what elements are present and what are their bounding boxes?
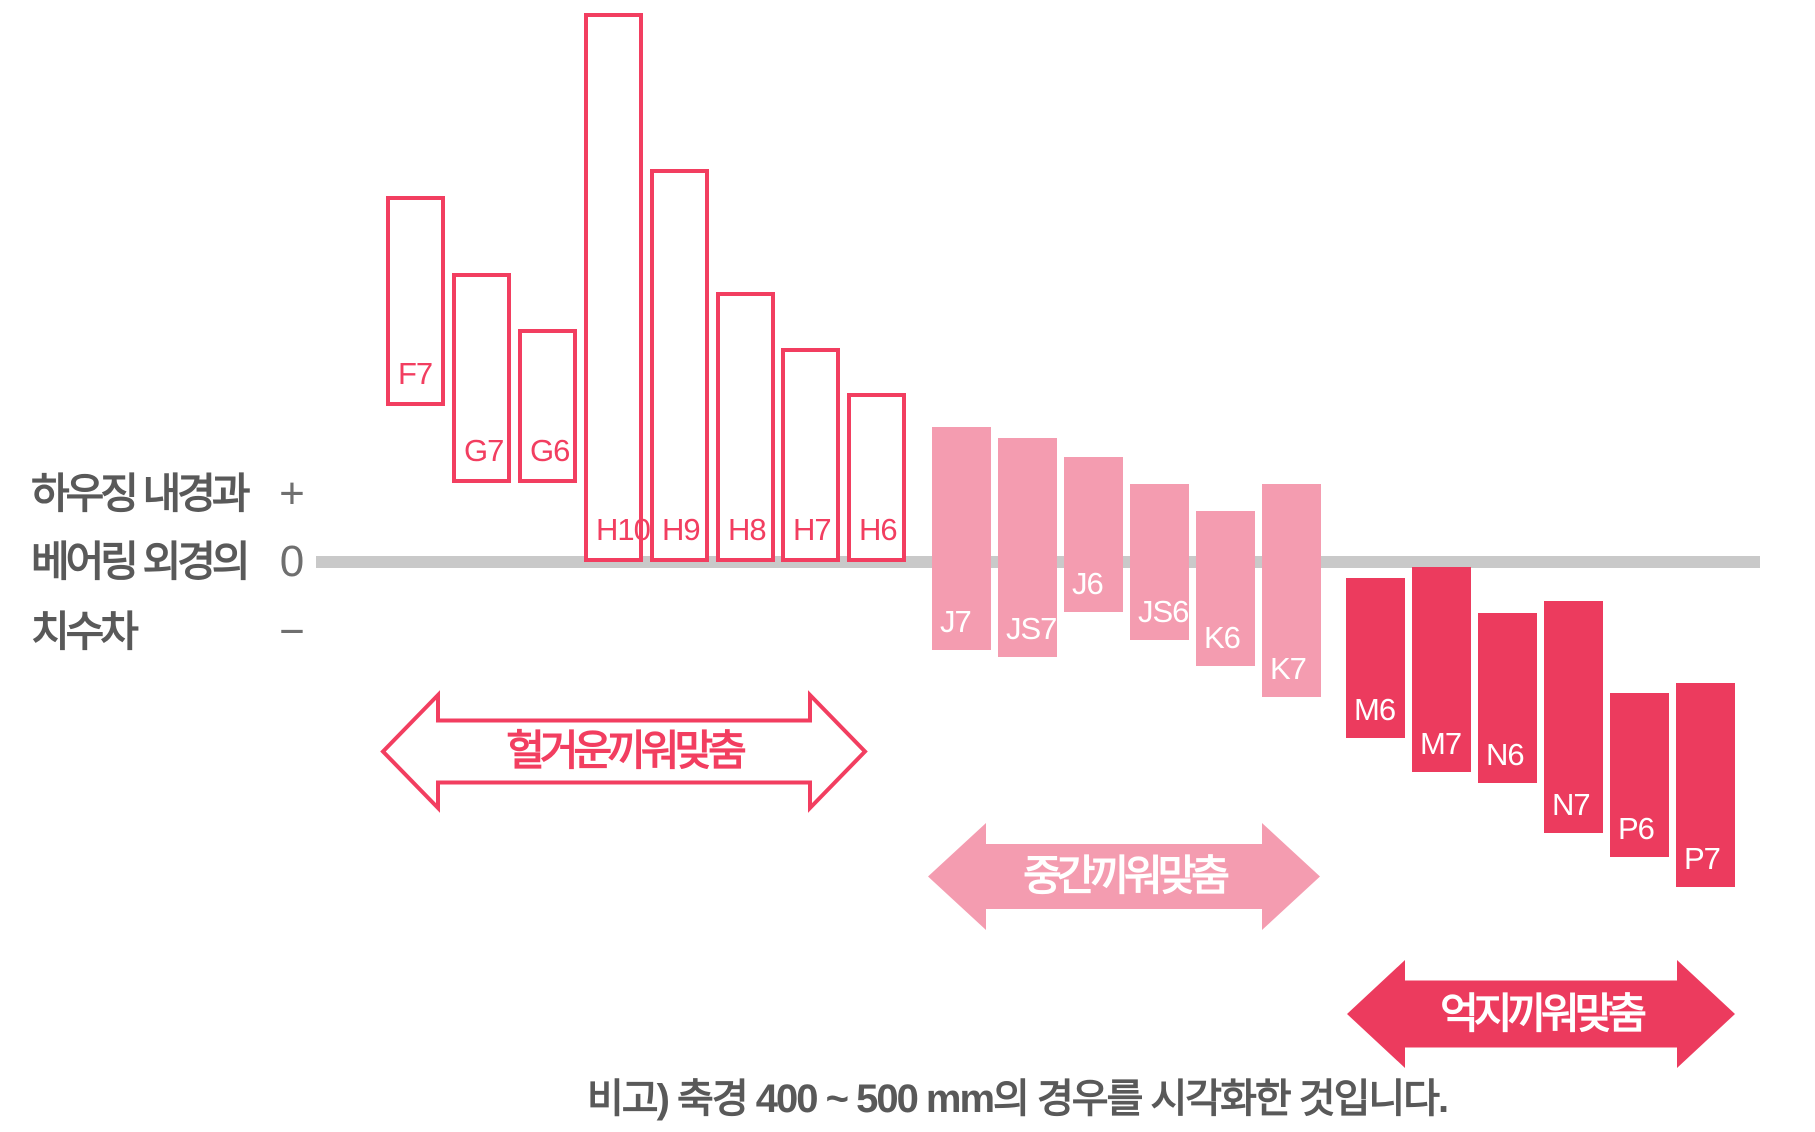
bar-label-K6: K6: [1204, 620, 1241, 655]
arrow-shape-transition-fit: [928, 822, 1320, 930]
bar-label-J7: J7: [940, 604, 972, 639]
bar-label-N6: N6: [1486, 737, 1525, 772]
arrow-shape-interference-fit: [1347, 960, 1735, 1068]
bar-F7: F7: [386, 196, 445, 406]
bar-K6: K6: [1196, 511, 1255, 666]
bar-J6: J6: [1064, 457, 1123, 612]
bar-G6: G6: [518, 329, 577, 483]
arrow-interference-fit: [1347, 960, 1735, 1068]
bar-label-H10: H10: [596, 512, 651, 547]
bar-label-H9: H9: [662, 512, 701, 547]
zero-symbol: 0: [279, 537, 305, 586]
bar-label-G6: G6: [530, 433, 570, 468]
arrow-label-loose-fit: 헐거운끼워맞춤: [506, 727, 746, 774]
bar-JS7: JS7: [998, 438, 1057, 657]
bar-JS6: JS6: [1130, 484, 1189, 640]
bar-label-J6: J6: [1072, 566, 1104, 601]
arrow-label-transition-fit: 중간끼워맞춤: [1023, 852, 1230, 899]
axis-label-housing-bore: 하우징 내경과: [31, 470, 251, 517]
bar-label-G7: G7: [464, 433, 504, 468]
bar-P6: P6: [1610, 693, 1669, 857]
bar-H9: H9: [650, 169, 709, 562]
bar-label-JS6: JS6: [1138, 594, 1189, 629]
bar-label-K7: K7: [1270, 651, 1307, 686]
arrow-transition-fit: [928, 822, 1320, 930]
bar-K7: K7: [1262, 484, 1321, 697]
bar-label-H6: H6: [859, 512, 898, 547]
bar-label-H8: H8: [728, 512, 767, 547]
axis-row-plus: 하우징 내경과 +: [31, 469, 331, 519]
bar-N6: N6: [1478, 613, 1537, 783]
bar-H7: H7: [781, 348, 840, 562]
bar-label-F7: F7: [398, 356, 433, 391]
bar-M6: M6: [1346, 578, 1405, 738]
bar-P7: P7: [1676, 683, 1735, 887]
axis-row-minus: 치수차 −: [31, 607, 331, 657]
footnote: 비고) 축경 400 ~ 500 mm의 경우를 시각화한 것입니다.: [587, 1077, 1449, 1121]
bar-N7: N7: [1544, 601, 1603, 833]
bar-label-JS7: JS7: [1006, 611, 1057, 646]
bar-label-N7: N7: [1552, 787, 1591, 822]
bar-H10: H10: [584, 13, 651, 562]
bar-H6: H6: [847, 393, 906, 562]
bar-label-M6: M6: [1354, 692, 1396, 727]
bar-label-H7: H7: [793, 512, 832, 547]
bar-J7: J7: [932, 427, 991, 650]
bar-G7: G7: [452, 273, 511, 483]
arrow-loose-fit: [380, 689, 868, 813]
axis-label-bearing-od: 베어링 외경의: [31, 538, 251, 585]
bar-M7: M7: [1412, 567, 1471, 772]
minus-symbol: −: [279, 607, 305, 656]
plus-symbol: +: [279, 469, 305, 518]
arrow-label-interference-fit: 억지끼워맞춤: [1440, 990, 1647, 1037]
arrow-shape-loose-fit: [380, 689, 868, 813]
bar-label-P7: P7: [1684, 841, 1721, 876]
bar-label-M7: M7: [1420, 726, 1462, 761]
bar-H8: H8: [716, 292, 775, 562]
axis-label-dimensional-difference: 치수차: [31, 608, 139, 655]
axis-row-zero: 베어링 외경의 0: [31, 537, 331, 587]
bar-label-P6: P6: [1618, 811, 1655, 846]
